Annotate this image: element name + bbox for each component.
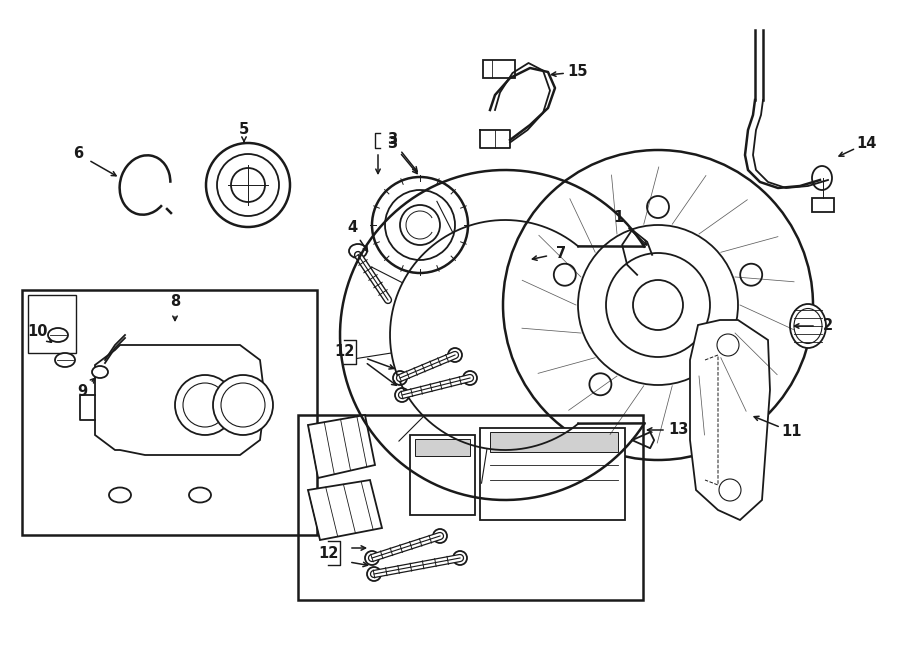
Text: 6: 6	[73, 147, 83, 161]
Text: 3: 3	[387, 136, 397, 151]
Bar	[298, 415, 643, 600]
Text: 7: 7	[556, 245, 566, 260]
Circle shape	[183, 383, 227, 427]
Ellipse shape	[48, 328, 68, 342]
Circle shape	[213, 375, 273, 435]
Circle shape	[217, 154, 279, 216]
Bar	[812, 198, 834, 212]
Text: 8: 8	[170, 295, 180, 309]
Circle shape	[372, 177, 468, 273]
Text: 3: 3	[387, 132, 397, 147]
Polygon shape	[480, 428, 625, 520]
Polygon shape	[415, 439, 470, 456]
Text: 12: 12	[318, 545, 338, 561]
Bar	[28, 295, 76, 353]
Polygon shape	[308, 480, 382, 540]
Ellipse shape	[189, 488, 211, 502]
Ellipse shape	[812, 166, 832, 190]
Text: 5: 5	[238, 122, 249, 137]
Text: 11: 11	[782, 424, 802, 440]
Text: 12: 12	[334, 344, 355, 360]
Ellipse shape	[448, 348, 462, 362]
Circle shape	[385, 190, 455, 260]
Text: 4: 4	[346, 221, 357, 235]
Text: 14: 14	[857, 136, 878, 151]
Ellipse shape	[790, 304, 826, 348]
Ellipse shape	[349, 244, 367, 258]
Text: 2: 2	[823, 319, 833, 334]
Ellipse shape	[463, 371, 477, 385]
Bar	[483, 60, 515, 78]
Text: 1: 1	[613, 210, 623, 225]
Circle shape	[393, 371, 407, 385]
Circle shape	[717, 334, 739, 356]
Ellipse shape	[433, 529, 447, 543]
Text: 9: 9	[76, 385, 87, 399]
Polygon shape	[410, 435, 475, 515]
Circle shape	[175, 375, 235, 435]
Polygon shape	[690, 320, 770, 520]
Text: 13: 13	[668, 422, 688, 438]
Polygon shape	[490, 432, 618, 452]
Text: 15: 15	[568, 65, 589, 79]
Ellipse shape	[453, 551, 467, 565]
Circle shape	[365, 551, 379, 565]
Ellipse shape	[92, 366, 108, 378]
Text: 10: 10	[28, 325, 49, 340]
Circle shape	[221, 383, 265, 427]
Ellipse shape	[109, 488, 131, 502]
Polygon shape	[308, 415, 375, 478]
Ellipse shape	[55, 353, 75, 367]
Circle shape	[367, 567, 381, 581]
Polygon shape	[95, 345, 265, 455]
Circle shape	[231, 168, 265, 202]
Circle shape	[206, 143, 290, 227]
Circle shape	[719, 479, 741, 501]
Bar	[22, 290, 317, 535]
Circle shape	[395, 388, 409, 402]
Circle shape	[400, 205, 440, 245]
